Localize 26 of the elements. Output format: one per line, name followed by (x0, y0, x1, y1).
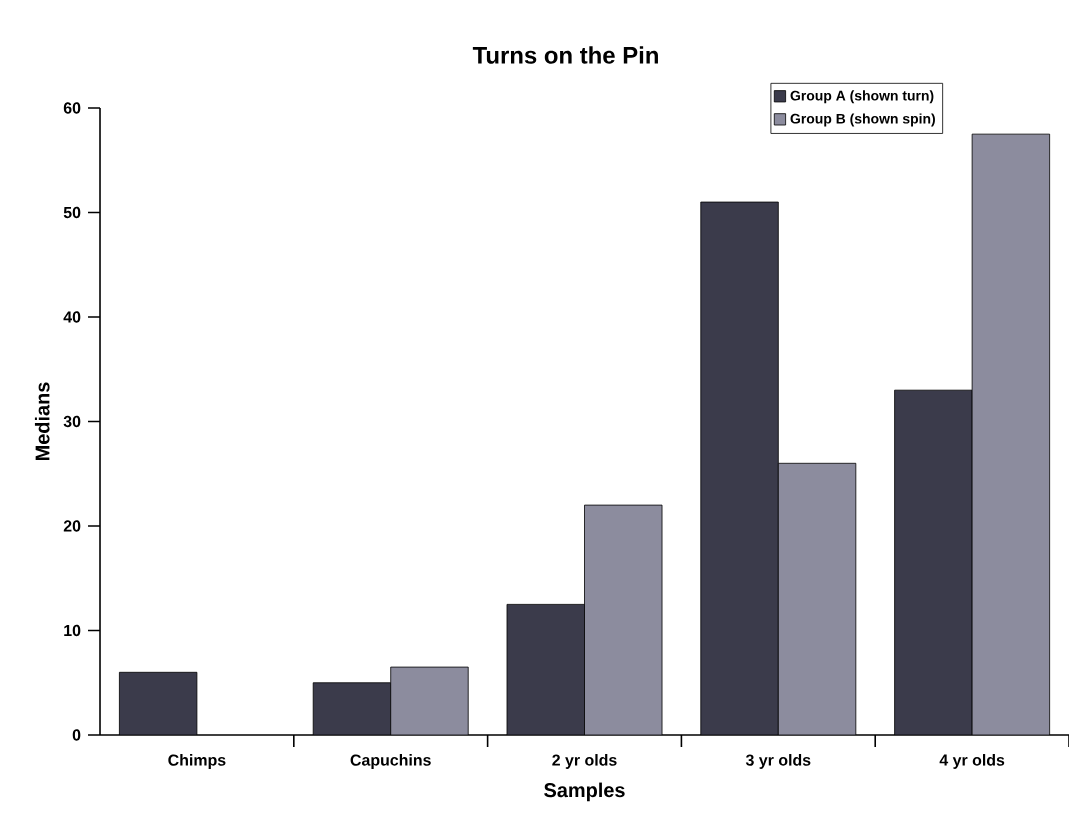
x-tick-label: Chimps (168, 754, 226, 769)
y-tick-label: 10 (64, 624, 81, 637)
legend-label: Group A (shown turn) (790, 90, 934, 104)
y-tick-label: 20 (63, 520, 81, 532)
bar (584, 504, 663, 735)
y-tick-label: 60 (63, 102, 81, 114)
y-tick-label: 30 (63, 415, 81, 428)
y-tick-label: 40 (63, 311, 81, 323)
bar (700, 201, 779, 735)
y-axis-title: Medians (34, 382, 50, 461)
bar (390, 666, 469, 735)
bar (777, 462, 857, 735)
legend-label: Group B (shown spin) (790, 113, 935, 127)
bar (312, 682, 392, 735)
chart-title: Turns on the Pin (472, 46, 658, 64)
x-axis-title: Samples (544, 782, 625, 802)
bar (506, 603, 585, 735)
x-tick-label: 2 yr olds (552, 754, 617, 769)
bar (118, 671, 198, 735)
y-tick-label: 0 (72, 729, 81, 741)
bar (971, 133, 1051, 735)
x-tick-label: 4 yr olds (939, 754, 1005, 769)
x-tick-label: 3 yr olds (745, 754, 811, 769)
x-tick-label: Capuchins (350, 754, 431, 769)
bar (894, 389, 973, 735)
y-tick-label: 50 (63, 206, 81, 219)
